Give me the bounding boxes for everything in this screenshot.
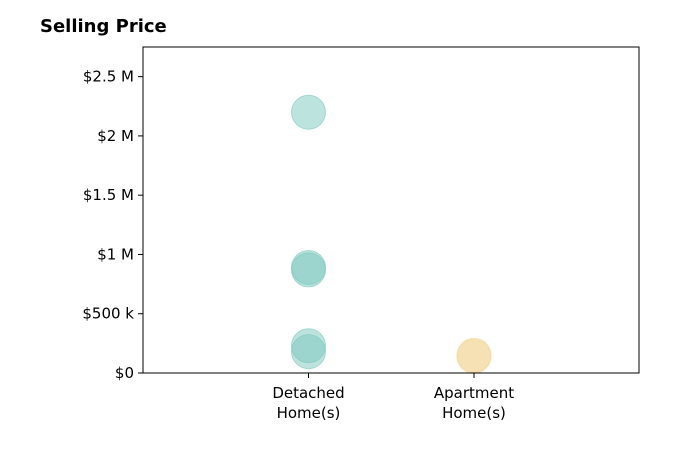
data-point[interactable] [291,334,326,370]
x-axis: Detached Home(s) Apartment Home(s) [272,373,514,422]
y-tick-label: $2 M [97,127,134,145]
y-axis: $0 $500 k $1 M $1.5 M $2 M $2.5 M [82,68,143,382]
y-tick-label: $500 k [82,305,134,323]
data-points [291,94,492,374]
data-point[interactable] [291,94,326,130]
data-point[interactable] [291,252,326,288]
plot-frame [142,46,640,374]
y-tick-label: $1 M [97,245,134,263]
y-tick-label: $0 [115,364,134,382]
y-tick-label: $2.5 M [83,68,134,86]
data-point[interactable] [456,338,492,374]
x-tick-label: Detached Home(s) [272,384,344,422]
x-tick-label: Apartment Home(s) [434,384,514,422]
y-tick-label: $1.5 M [83,186,134,204]
chart-title: Selling Price [40,16,167,37]
